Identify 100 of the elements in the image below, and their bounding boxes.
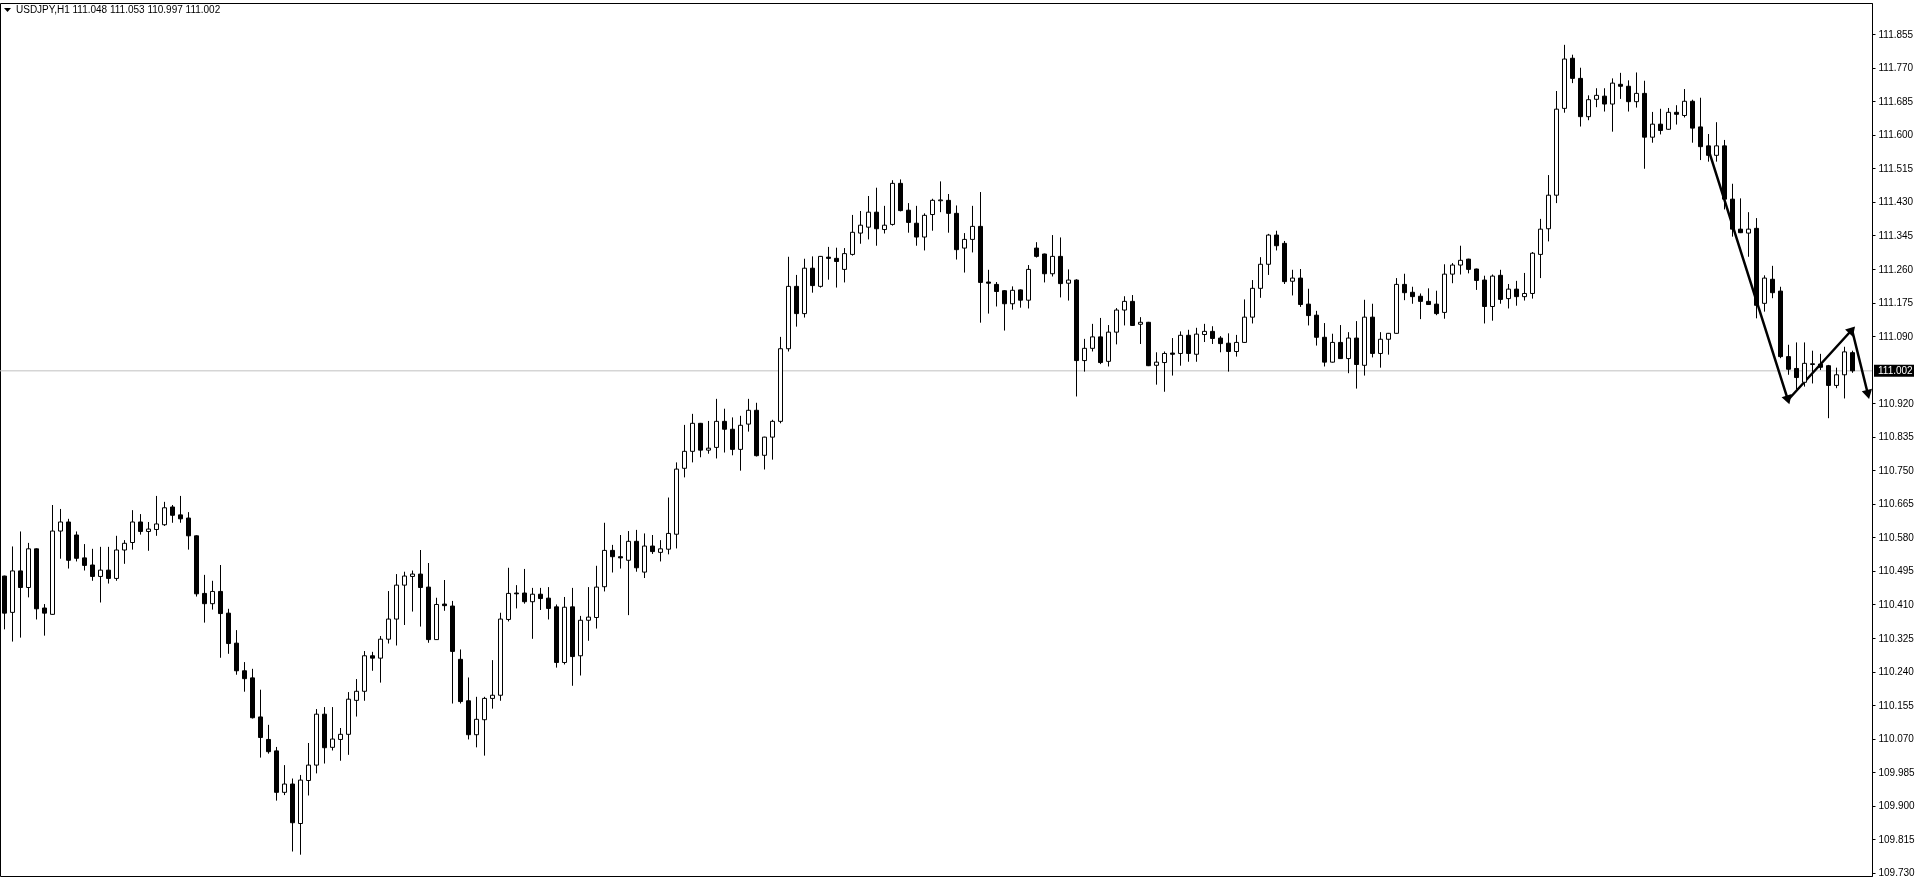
candlestick <box>154 495 159 537</box>
candlestick <box>850 214 855 257</box>
y-tick-label: 110.155 <box>1878 699 1915 711</box>
candlestick <box>1114 307 1119 345</box>
candlestick <box>106 546 111 585</box>
candlestick <box>1082 338 1087 373</box>
candlestick <box>354 678 359 718</box>
candlestick <box>1138 316 1143 345</box>
candlestick <box>1658 108 1663 135</box>
y-tick-label: 111.855 <box>1878 28 1914 40</box>
candlestick <box>810 255 815 294</box>
candlestick <box>1618 72 1623 100</box>
candlestick <box>946 193 951 234</box>
candlestick <box>1586 94 1591 121</box>
candlestick <box>1154 351 1159 386</box>
candlestick <box>1274 230 1279 251</box>
candlestick <box>202 574 207 624</box>
candlestick <box>442 579 447 612</box>
candlestick <box>1314 310 1319 347</box>
y-tick-label: 109.815 <box>1878 833 1915 845</box>
candlestick <box>1810 350 1815 384</box>
candlestick <box>1234 334 1239 358</box>
candlestick <box>618 534 623 570</box>
candlestick <box>330 706 335 751</box>
y-tick-label: 111.175 <box>1878 297 1914 309</box>
candlestick <box>370 651 375 672</box>
candlestick <box>1066 268 1071 302</box>
candlestick <box>666 497 671 555</box>
candlestick <box>1162 350 1167 393</box>
candlestick <box>282 764 287 796</box>
candlestick <box>1834 367 1839 389</box>
candlestick <box>1186 329 1191 363</box>
candlestick <box>1122 295 1127 326</box>
candlestick <box>762 436 767 470</box>
candlestick <box>970 205 975 253</box>
candlestick <box>1594 87 1599 108</box>
y-tick-label: 111.685 <box>1878 95 1914 107</box>
y-tick-label: 110.920 <box>1878 397 1915 409</box>
y-tick-label: 110.580 <box>1878 531 1915 543</box>
candlestick <box>1402 273 1407 301</box>
candlestick <box>1170 337 1175 377</box>
candlestick <box>1770 265 1775 299</box>
y-tick-label: 110.070 <box>1878 733 1915 745</box>
candlestick <box>1306 288 1311 326</box>
candlestick <box>1714 121 1719 163</box>
candlestick <box>682 424 687 478</box>
candlestick <box>482 696 487 757</box>
candlestick <box>18 530 23 639</box>
candlestick <box>522 568 527 605</box>
candlestick <box>258 689 263 759</box>
candlestick <box>986 269 991 315</box>
candlestick <box>130 509 135 551</box>
candlestick <box>858 210 863 245</box>
candlestick <box>770 419 775 461</box>
candlestick <box>90 548 95 582</box>
candlestick <box>842 247 847 283</box>
candlestick <box>834 247 839 289</box>
candlestick <box>866 195 871 240</box>
candlestick <box>146 521 151 552</box>
chart-title: USDJPY,H1 111.048 111.053 110.997 111.002 <box>16 4 221 15</box>
candlestick <box>1202 323 1207 343</box>
candlestick <box>914 205 919 247</box>
y-tick-label: 110.665 <box>1878 498 1915 510</box>
y-tick-label: 110.410 <box>1878 598 1915 610</box>
candlestick <box>930 198 935 232</box>
candlestick <box>162 501 167 527</box>
y-tick-label: 110.750 <box>1878 464 1915 476</box>
candlestick <box>1570 54 1575 84</box>
candlestick <box>1842 346 1847 399</box>
candlestick <box>410 570 415 613</box>
y-tick-label: 110.240 <box>1878 666 1915 678</box>
candlestick <box>1666 107 1671 131</box>
candlestick <box>610 544 615 573</box>
y-tick-label: 111.430 <box>1878 196 1914 208</box>
candlestick <box>938 180 943 213</box>
y-tick-label: 111.090 <box>1878 330 1914 342</box>
candlestick <box>58 508 63 560</box>
candlestick <box>122 539 127 565</box>
candlestick <box>378 635 383 684</box>
candlestick <box>178 495 183 524</box>
candlestick <box>882 205 887 234</box>
y-tick-label: 111.515 <box>1878 162 1914 174</box>
candlestick <box>82 543 87 572</box>
candlestick <box>1226 332 1231 373</box>
candlestick <box>1794 341 1799 390</box>
candlestick <box>962 232 967 274</box>
candlestick <box>1682 88 1687 118</box>
candlestick <box>1378 331 1383 369</box>
candlestick <box>74 530 79 562</box>
candlestick <box>1002 289 1007 332</box>
candlestick <box>1522 272 1527 302</box>
y-tick-label: 111.260 <box>1878 263 1914 275</box>
y-tick-label: 109.985 <box>1878 766 1915 778</box>
candlestick <box>402 571 407 626</box>
y-tick-label: 111.345 <box>1878 229 1914 241</box>
candlestick <box>1698 97 1703 161</box>
candlestick <box>1090 323 1095 352</box>
candlestick <box>1018 289 1023 309</box>
candlestick <box>210 580 215 611</box>
candlestick <box>1346 331 1351 374</box>
